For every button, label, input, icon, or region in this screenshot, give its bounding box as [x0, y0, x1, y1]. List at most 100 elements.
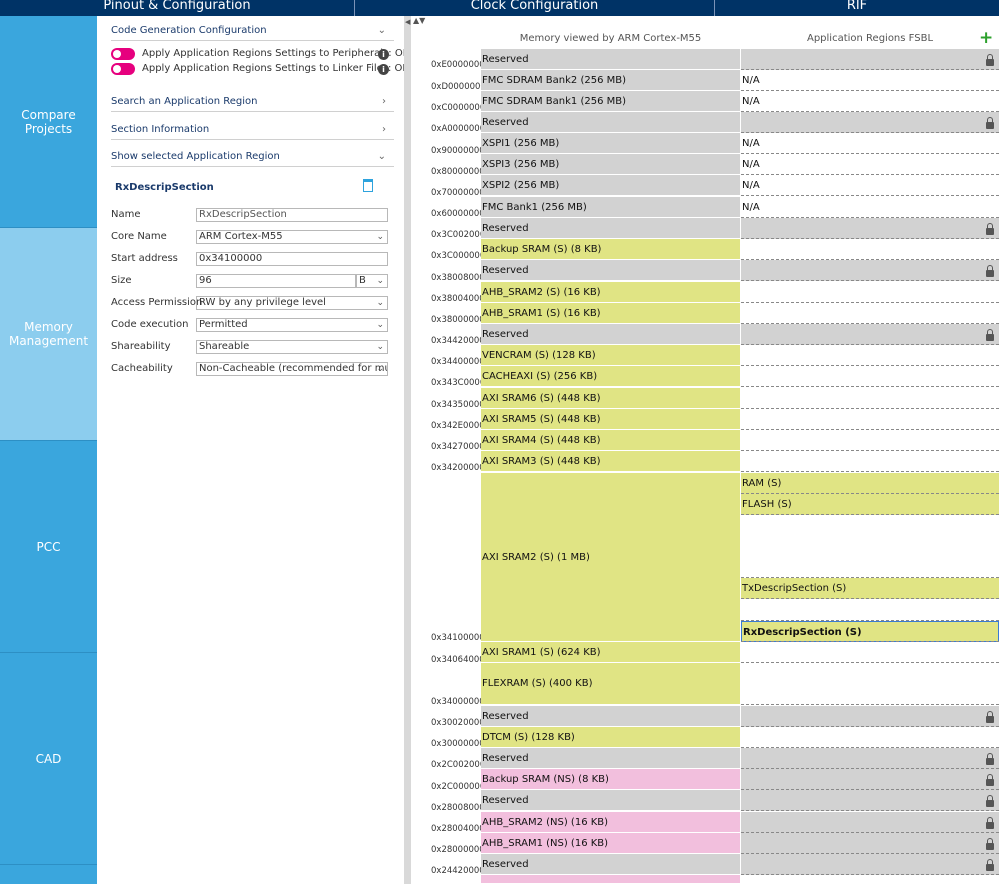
application-region-row[interactable] [741, 769, 999, 790]
sidebar-item-cad[interactable]: CAD [0, 653, 97, 865]
application-region-row[interactable] [741, 642, 999, 663]
memory-block[interactable]: FMC SDRAM Bank2 (256 MB) [481, 70, 740, 91]
application-region-row[interactable]: TxDescripSection (S) [741, 578, 999, 599]
application-region-row[interactable] [741, 239, 999, 260]
memory-block[interactable]: Reserved [481, 324, 740, 345]
application-region-row[interactable] [741, 706, 999, 727]
application-region-row[interactable] [741, 790, 999, 811]
application-region-row[interactable]: N/A [742, 96, 760, 107]
chevron-right-icon[interactable]: › [382, 124, 386, 135]
memory-block[interactable]: FMC SDRAM Bank1 (256 MB) [481, 91, 740, 112]
start-address-field[interactable]: 0x34100000 [196, 252, 388, 266]
size-field[interactable]: 96 [196, 274, 356, 288]
application-region-row[interactable]: RAM (S) [741, 473, 999, 494]
application-region-row[interactable] [741, 516, 999, 578]
application-region-row[interactable] [741, 451, 999, 472]
tab-clock-configuration[interactable]: Clock Configuration [355, 0, 715, 16]
peripherals-toggle[interactable] [111, 48, 135, 60]
arrow-controls-icon[interactable]: ▲▼ [413, 16, 426, 25]
code-generation-section-header[interactable]: Code Generation Configuration ⌄ [111, 25, 394, 41]
memory-block[interactable]: AXI SRAM6 (S) (448 KB) [481, 388, 740, 409]
memory-block[interactable]: VENCRAM (S) (128 KB) [481, 345, 740, 366]
memory-block[interactable] [481, 875, 740, 884]
application-region-row[interactable] [741, 112, 999, 133]
memory-block[interactable]: CACHEAXI (S) (256 KB) [481, 366, 740, 387]
collapse-arrow-icon[interactable]: ◀ [405, 18, 411, 26]
memory-block[interactable]: Reserved [481, 218, 740, 239]
chevron-down-icon[interactable]: ⌄ [377, 151, 386, 162]
memory-block[interactable]: Reserved [481, 790, 740, 811]
search-application-region-header[interactable]: Search an Application Region › [111, 96, 394, 112]
panel-splitter[interactable]: ◀ [404, 16, 411, 884]
info-icon[interactable]: i [378, 49, 389, 60]
shareability-select[interactable]: Shareable ⌄ [196, 340, 388, 354]
name-field[interactable]: RxDescripSection [196, 208, 388, 222]
core-name-select[interactable]: ARM Cortex-M55 ⌄ [196, 230, 388, 244]
memory-block[interactable]: XSPI1 (256 MB) [481, 133, 740, 154]
application-region-row[interactable] [741, 49, 999, 70]
code-execution-select[interactable]: Permitted ⌄ [196, 318, 388, 332]
memory-block[interactable]: AXI SRAM5 (S) (448 KB) [481, 409, 740, 430]
memory-block[interactable]: AHB_SRAM2 (S) (16 KB) [481, 282, 740, 303]
application-region-row[interactable] [741, 748, 999, 769]
linker-files-toggle[interactable] [111, 63, 135, 75]
memory-block[interactable]: Reserved [481, 854, 740, 875]
application-region-row[interactable] [741, 409, 999, 430]
trash-icon[interactable] [363, 179, 373, 192]
memory-block[interactable]: Backup SRAM (NS) (8 KB) [481, 769, 740, 790]
sidebar-item-compare-projects[interactable]: Compare Projects [0, 16, 97, 228]
application-region-row[interactable] [741, 324, 999, 345]
add-region-plus-icon[interactable]: + [979, 28, 994, 48]
application-region-row[interactable]: N/A [742, 202, 760, 213]
chevron-down-icon[interactable]: ⌄ [377, 25, 386, 36]
application-region-row[interactable]: N/A [742, 75, 760, 86]
tab-rif[interactable]: RIF [846, 0, 868, 13]
application-region-row[interactable] [741, 812, 999, 833]
application-region-row[interactable]: N/A [742, 138, 760, 149]
application-region-row[interactable] [741, 600, 999, 621]
memory-block[interactable]: AXI SRAM1 (S) (624 KB) [481, 642, 740, 663]
sidebar-item-memory-management[interactable]: Memory Management [0, 228, 97, 441]
application-region-row[interactable] [741, 854, 999, 875]
memory-block[interactable]: AXI SRAM4 (S) (448 KB) [481, 430, 740, 451]
section-information-header[interactable]: Section Information › [111, 124, 394, 140]
memory-block[interactable]: AXI SRAM2 (S) (1 MB) [481, 473, 740, 642]
chevron-right-icon[interactable]: › [382, 96, 386, 107]
memory-block[interactable]: XSPI2 (256 MB) [481, 175, 740, 196]
memory-block[interactable]: XSPI3 (256 MB) [481, 154, 740, 175]
application-region-row[interactable] [741, 727, 999, 748]
memory-block[interactable]: Backup SRAM (S) (8 KB) [481, 239, 740, 260]
memory-block[interactable]: FMC Bank1 (256 MB) [481, 197, 740, 218]
memory-block[interactable]: AHB_SRAM1 (NS) (16 KB) [481, 833, 740, 854]
size-unit-select[interactable]: B ⌄ [356, 274, 388, 288]
memory-block[interactable]: Reserved [481, 748, 740, 769]
access-permission-select[interactable]: RW by any privilege level ⌄ [196, 296, 388, 310]
memory-block[interactable]: AHB_SRAM2 (NS) (16 KB) [481, 812, 740, 833]
memory-block[interactable]: Reserved [481, 49, 740, 70]
selected-application-region[interactable]: RxDescripSection (S) [741, 621, 999, 642]
application-region-row[interactable] [741, 260, 999, 281]
memory-block[interactable]: AXI SRAM3 (S) (448 KB) [481, 451, 740, 472]
memory-block[interactable]: FLEXRAM (S) (400 KB) [481, 663, 740, 705]
memory-block[interactable]: DTCM (S) (128 KB) [481, 727, 740, 748]
application-region-row[interactable]: N/A [742, 180, 760, 191]
application-region-row[interactable]: N/A [742, 159, 760, 170]
memory-block[interactable]: Reserved [481, 706, 740, 727]
sidebar-item-pcc[interactable]: PCC [0, 441, 97, 653]
application-region-row[interactable] [741, 663, 999, 705]
application-region-row[interactable] [741, 345, 999, 366]
memory-block[interactable]: AHB_SRAM1 (S) (16 KB) [481, 303, 740, 324]
show-selected-region-header[interactable]: Show selected Application Region ⌄ [111, 151, 394, 167]
memory-block[interactable]: Reserved [481, 260, 740, 281]
application-region-row[interactable] [741, 282, 999, 303]
application-region-row[interactable]: FLASH (S) [741, 494, 999, 515]
application-region-row[interactable] [741, 366, 999, 387]
application-region-row[interactable] [741, 388, 999, 409]
tab-pinout-configuration[interactable]: Pinout & Configuration [0, 0, 355, 16]
cacheability-select[interactable]: Non-Cacheable (recommended for multi...⌄ [196, 362, 388, 376]
application-region-row[interactable] [741, 833, 999, 854]
memory-block[interactable]: Reserved [481, 112, 740, 133]
info-icon[interactable]: i [378, 64, 389, 75]
application-region-row[interactable] [741, 303, 999, 324]
application-region-row[interactable] [741, 430, 999, 451]
